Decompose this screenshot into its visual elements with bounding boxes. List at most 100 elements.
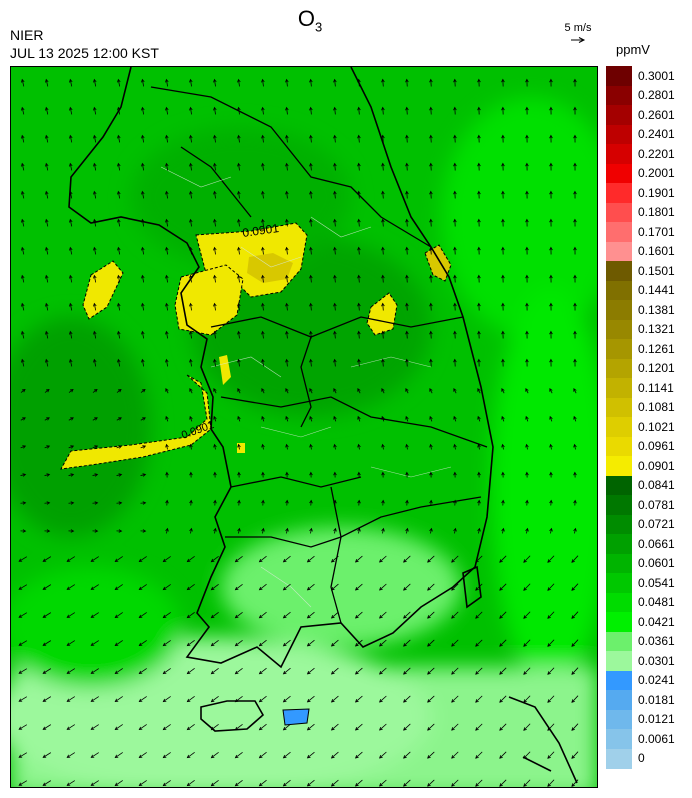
wind-arrow-head [66,670,71,674]
wind-arrow-head [45,302,49,307]
wind-arrow-head [501,388,505,392]
wind-arrow-head [162,754,167,759]
wind-arrow [262,359,264,367]
wind-arrow [45,135,49,143]
wind-arrow-head [525,388,529,392]
wind-arrow-head [22,501,27,505]
wind-arrow [93,79,97,87]
wind-arrow [382,247,384,255]
wind-arrow-head [475,559,479,563]
wind-arrow-head [237,358,241,363]
color-scale-label: 0.0361 [638,634,675,649]
wind-arrow [499,639,507,647]
wind-arrow-head [499,643,503,647]
wind-arrow-head [381,471,385,476]
wind-arrow-head [309,471,313,476]
color-scale-label: 0.3001 [638,68,675,83]
color-scale-segment [606,631,632,652]
wind-arrow-head [501,162,505,167]
color-scale-segment [606,163,632,184]
wind-arrow [331,695,339,703]
wind-arrow-head [186,782,191,787]
wind-arrow [499,555,507,563]
wind-arrow-head [379,727,383,731]
wind-arrow-head [210,782,215,787]
wind-arrow-head [477,106,481,111]
wind-arrow [547,751,555,759]
wind-arrow [235,723,243,731]
wind-arrow [259,583,267,591]
wind-arrow [451,751,459,759]
color-scale-segment [606,144,632,164]
wind-arrow [21,303,25,311]
wind-arrow [190,191,192,199]
wind-arrow-head [453,527,457,532]
wind-arrow-head [90,782,95,786]
wind-arrow-head [525,330,529,335]
wind-arrow [262,79,264,87]
wind-arrow-head [403,783,407,787]
wind-arrow [334,107,336,115]
color-scale-segment [606,124,632,145]
wind-arrow [523,667,531,675]
wind-arrow-head [282,558,287,563]
wind-arrow-head [261,388,265,392]
wind-arrow [166,163,168,171]
wind-arrow [66,612,76,618]
color-scale-segment [606,378,632,398]
wind-arrow [69,135,73,143]
wind-arrow-head [573,106,577,111]
wind-arrow [355,583,363,591]
wind-arrow-head [429,499,433,504]
wind-arrow [451,611,459,619]
wind-arrow-head [429,415,433,420]
wind-arrow-head [261,358,265,363]
wind-arrow-head [70,501,75,505]
wind-arrow-head [354,698,359,703]
wind-arrow-head [451,727,455,731]
wind-arrow-head [45,162,49,167]
wind-arrow [334,219,336,227]
wind-arrow [403,751,411,759]
wind-arrow-head [189,499,193,504]
wind-arrow-head [282,586,287,591]
wind-arrow [91,696,99,702]
wind-arrow [403,779,411,787]
wind-arrow [382,79,384,87]
wind-arrow [66,752,76,758]
wind-arrow-head [261,218,265,223]
wind-arrow-head [573,78,577,83]
wind-reference: 5 m/s [556,22,600,44]
wind-arrow [163,696,171,702]
wind-arrow-head [18,782,23,786]
wind-arrow-head [571,755,575,759]
wind-arrow-head [333,78,337,83]
wind-arrow [21,191,25,199]
wind-arrow [379,639,387,647]
wind-arrow-head [573,302,577,307]
wind-arrow [139,780,147,786]
wind-arrow-head [141,134,145,139]
wind-arrow-head [46,529,51,533]
wind-arrow-head [210,586,215,591]
wind-arrow [406,359,408,367]
wind-arrow-head [69,134,73,139]
wind-arrow-head [330,782,335,787]
wind-arrow-head [138,586,143,591]
wind-arrow-head [165,190,169,195]
wind-arrow [18,584,28,590]
wind-arrow-head [285,443,289,448]
wind-arrow-head [333,415,337,420]
wind-arrow-head [261,499,265,504]
wind-arrow-head [285,415,289,420]
color-scale-label: 0.0421 [638,614,675,629]
wind-arrow [406,303,408,311]
wind-arrow [403,723,411,731]
color-scale-label: 0.1021 [638,419,675,434]
wind-arrow-head [453,134,457,139]
wind-arrow [69,219,73,227]
wind-arrow [69,163,73,171]
wind-arrow-head [381,78,385,83]
wind-arrow-head [306,614,311,619]
wind-arrow-head [42,754,47,758]
